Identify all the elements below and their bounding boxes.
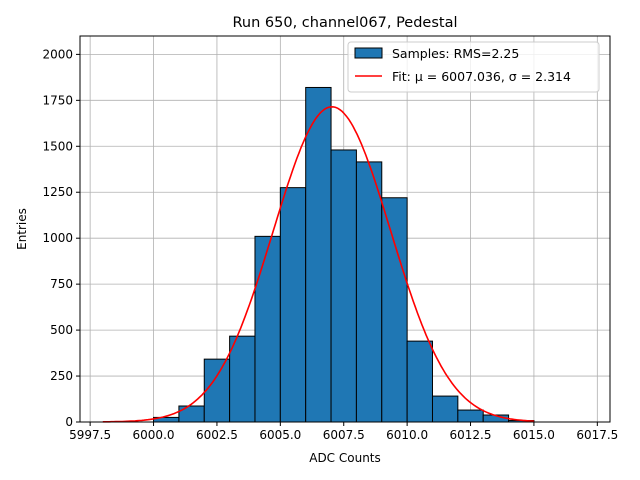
histogram-bar: [406, 340, 433, 423]
legend-label-fit: Fit: μ = 6007.036, σ = 2.314: [392, 69, 571, 84]
x-tick-label: 6005.0: [259, 428, 301, 442]
y-ticks: 0 250 500 750 1000 1250 1500 1750 2000: [42, 47, 80, 429]
histogram-bar: [431, 395, 459, 423]
histogram-bar: [203, 358, 231, 423]
y-tick-label: 1500: [42, 139, 73, 153]
legend-label-samples: Samples: RMS=2.25: [392, 46, 519, 61]
y-tick-label: 500: [50, 323, 73, 337]
y-tick-label: 250: [50, 369, 73, 383]
y-tick-label: 1250: [42, 185, 73, 199]
x-tick-label: 6010.0: [386, 428, 428, 442]
chart-title: Run 650, channel067, Pedestal: [232, 15, 457, 31]
histogram-bar: [305, 86, 332, 423]
histogram-bar: [178, 405, 205, 423]
x-tick-label: 5997.5: [69, 428, 111, 442]
y-axis-label: Entries: [15, 208, 29, 250]
x-tick-label: 6002.5: [196, 428, 238, 442]
bars: [153, 86, 535, 423]
histogram-bar: [254, 235, 281, 423]
y-tick-label: 2000: [42, 47, 73, 61]
histogram-bar: [279, 187, 307, 423]
y-tick-label: 1750: [42, 93, 73, 107]
y-tick-label: 750: [50, 277, 73, 291]
legend-swatch-samples: [354, 47, 383, 59]
histogram-bar: [457, 409, 484, 423]
x-tick-label: 6000.0: [133, 428, 175, 442]
histogram-bar: [229, 335, 256, 423]
x-tick-label: 6012.5: [450, 428, 492, 442]
x-axis-label: ADC Counts: [309, 451, 381, 465]
y-tick-label: 0: [65, 415, 73, 429]
x-tick-label: 6015.0: [513, 428, 555, 442]
histogram-bar: [330, 149, 357, 423]
x-ticks: 5997.5 6000.0 6002.5 6005.0 6007.5 6010.0 6012…: [69, 422, 618, 442]
plot-frame: [79, 35, 611, 423]
legend: Samples: RMS=2.25 Fit: μ = 6007.036, σ =…: [347, 41, 600, 93]
x-tick-label: 6007.5: [323, 428, 365, 442]
histogram-bar: [381, 197, 408, 423]
x-tick-label: 6017.5: [576, 428, 618, 442]
histogram-bar: [355, 161, 383, 423]
y-tick-label: 1000: [42, 231, 73, 245]
fit-curve: [102, 105, 534, 423]
